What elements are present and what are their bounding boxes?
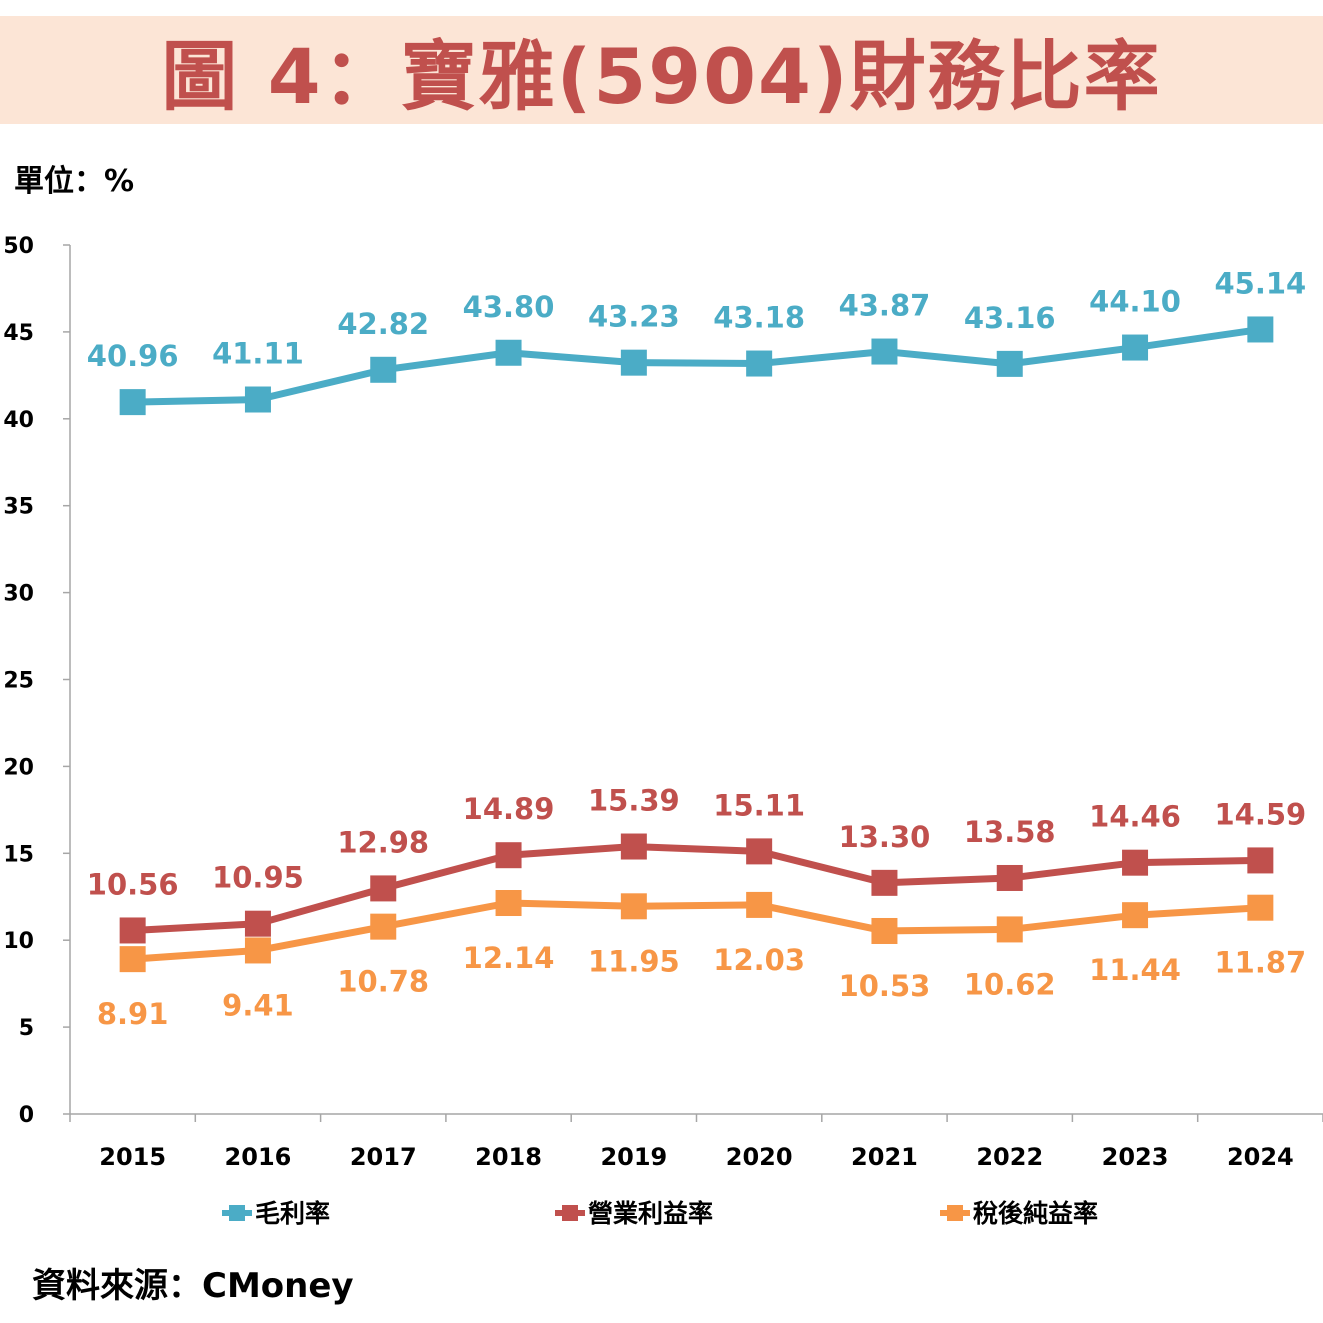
data-label: 14.46 bbox=[1089, 800, 1181, 834]
data-point-marker bbox=[996, 864, 1023, 891]
data-label: 43.87 bbox=[839, 289, 931, 323]
data-label: 15.39 bbox=[588, 784, 680, 818]
x-tick-label: 2016 bbox=[225, 1143, 292, 1171]
data-point-marker bbox=[620, 833, 647, 860]
data-point-marker bbox=[1247, 894, 1274, 921]
series-line-2 bbox=[132, 843, 1261, 934]
data-label: 10.95 bbox=[212, 861, 304, 895]
data-point-marker bbox=[495, 890, 522, 917]
data-label: 9.41 bbox=[222, 988, 294, 1022]
y-tick-label: 50 bbox=[3, 234, 34, 259]
source-label: 資料來源：CMoney bbox=[32, 1266, 354, 1306]
data-point-marker bbox=[1122, 849, 1149, 876]
x-tick-label: 2018 bbox=[475, 1143, 542, 1171]
data-point-marker bbox=[746, 891, 773, 918]
data-point-marker bbox=[370, 875, 397, 902]
x-tick-label: 2023 bbox=[1102, 1143, 1169, 1171]
data-label: 11.87 bbox=[1214, 946, 1306, 980]
data-label: 14.59 bbox=[1214, 797, 1306, 831]
data-point-marker bbox=[119, 917, 146, 944]
data-point-marker bbox=[495, 339, 522, 366]
data-point-marker bbox=[871, 869, 898, 896]
data-label: 43.80 bbox=[463, 290, 555, 324]
legend-marker bbox=[947, 1205, 963, 1221]
data-point-marker bbox=[244, 386, 271, 413]
data-label: 13.58 bbox=[964, 815, 1056, 849]
data-point-marker bbox=[996, 916, 1023, 943]
data-point-marker bbox=[1247, 847, 1274, 874]
y-tick-label: 15 bbox=[3, 842, 34, 867]
data-label: 40.96 bbox=[87, 339, 179, 373]
data-label: 44.10 bbox=[1089, 285, 1181, 319]
chart-title: 圖 4：寶雅(5904)財務比率 bbox=[161, 32, 1162, 121]
x-tick-label: 2024 bbox=[1227, 1143, 1294, 1171]
data-label: 43.23 bbox=[588, 300, 680, 334]
x-tick-label: 2020 bbox=[726, 1143, 793, 1171]
data-label: 8.91 bbox=[97, 997, 169, 1031]
data-point-marker bbox=[746, 350, 773, 377]
y-tick-label: 25 bbox=[3, 669, 34, 694]
y-tick-label: 40 bbox=[3, 408, 34, 433]
data-label: 45.14 bbox=[1214, 266, 1306, 300]
legend-label: 毛利率 bbox=[255, 1199, 330, 1228]
series-line-1 bbox=[132, 326, 1261, 406]
data-label: 12.03 bbox=[713, 943, 805, 977]
data-label: 11.44 bbox=[1089, 953, 1181, 987]
x-tick-label: 2022 bbox=[976, 1143, 1043, 1171]
data-label: 41.11 bbox=[212, 337, 304, 371]
data-label: 42.82 bbox=[337, 307, 429, 341]
legend-label: 稅後純益率 bbox=[973, 1199, 1098, 1228]
data-point-marker bbox=[370, 913, 397, 940]
y-tick-label: 30 bbox=[3, 582, 34, 607]
y-tick-label: 20 bbox=[3, 755, 34, 780]
data-label: 10.62 bbox=[964, 967, 1056, 1001]
y-tick-label: 10 bbox=[3, 929, 34, 954]
data-point-marker bbox=[1122, 902, 1149, 929]
x-tick-label: 2015 bbox=[99, 1143, 166, 1171]
data-label: 10.78 bbox=[337, 965, 429, 999]
data-point-marker bbox=[370, 356, 397, 383]
series-line-3 bbox=[132, 899, 1261, 963]
data-point-marker bbox=[244, 910, 271, 937]
data-label: 10.53 bbox=[839, 969, 931, 1003]
data-point-marker bbox=[1247, 316, 1274, 343]
unit-label: 單位：% bbox=[14, 164, 135, 199]
data-label: 12.14 bbox=[463, 941, 555, 975]
y-tick-label: 5 bbox=[19, 1016, 34, 1041]
data-point-marker bbox=[119, 389, 146, 416]
y-tick-label: 0 bbox=[19, 1103, 34, 1128]
y-tick-label: 45 bbox=[3, 321, 34, 346]
data-point-marker bbox=[244, 937, 271, 964]
title-banner: 圖 4：寶雅(5904)財務比率 bbox=[0, 16, 1323, 124]
data-point-marker bbox=[620, 893, 647, 920]
data-point-marker bbox=[119, 946, 146, 973]
data-point-marker bbox=[871, 917, 898, 944]
data-label: 12.98 bbox=[337, 825, 429, 859]
data-label: 10.56 bbox=[87, 867, 179, 901]
x-tick-label: 2019 bbox=[600, 1143, 667, 1171]
data-point-marker bbox=[1122, 334, 1149, 361]
y-tick-label: 35 bbox=[3, 495, 34, 520]
data-label: 43.18 bbox=[713, 301, 805, 335]
legend-marker bbox=[562, 1205, 578, 1221]
data-point-marker bbox=[996, 350, 1023, 377]
data-point-marker bbox=[495, 842, 522, 869]
data-label: 15.11 bbox=[713, 788, 805, 822]
data-label: 14.89 bbox=[463, 792, 555, 826]
data-point-marker bbox=[746, 838, 773, 865]
x-tick-label: 2017 bbox=[350, 1143, 417, 1171]
data-label: 11.95 bbox=[588, 944, 680, 978]
legend-marker bbox=[229, 1205, 245, 1221]
x-tick-label: 2021 bbox=[851, 1143, 918, 1171]
data-point-marker bbox=[871, 338, 898, 365]
data-label: 43.16 bbox=[964, 301, 1056, 335]
data-point-marker bbox=[620, 349, 647, 376]
data-label: 13.30 bbox=[839, 820, 931, 854]
legend-label: 營業利益率 bbox=[588, 1199, 713, 1228]
